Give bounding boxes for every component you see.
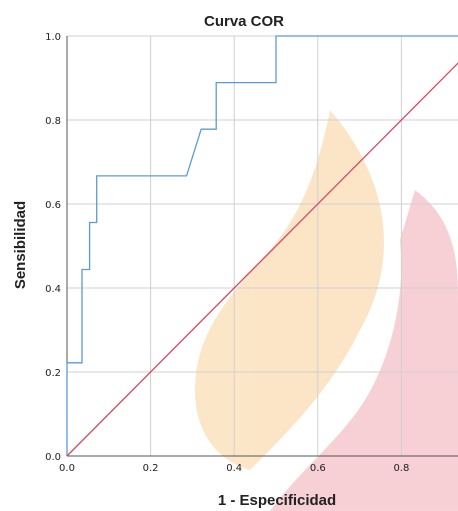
y-tick-label: 1.0 xyxy=(45,32,61,43)
y-tick-label: 0.2 xyxy=(45,368,61,379)
watermark-flame-red xyxy=(270,190,458,511)
x-axis-label: 1 - Especificidad xyxy=(218,492,336,509)
x-tick-label: 0.0 xyxy=(59,463,75,474)
y-tick-label: 0.0 xyxy=(45,452,61,463)
y-tick-label: 0.8 xyxy=(45,116,61,127)
x-tick-label: 0.8 xyxy=(393,463,409,474)
y-axis-label: Sensibilidad xyxy=(12,201,29,289)
x-tick-label: 0.2 xyxy=(143,463,159,474)
reference-diagonal-line xyxy=(66,62,458,457)
roc-curve-line xyxy=(66,35,458,456)
watermark-flame-orange xyxy=(195,110,384,470)
y-tick-label: 0.6 xyxy=(45,200,61,211)
watermark xyxy=(195,110,458,511)
series xyxy=(66,35,458,457)
y-tick-label: 0.4 xyxy=(45,284,61,295)
x-tick-label: 0.6 xyxy=(310,463,326,474)
tick-labels: 0.0 0.2 0.4 0.6 0.8 0.0 0.2 0.4 0.6 0.8 1.0 xyxy=(45,32,409,474)
grid xyxy=(67,35,458,456)
chart-title: Curva COR xyxy=(204,13,284,30)
x-tick-label: 0.4 xyxy=(226,463,242,474)
